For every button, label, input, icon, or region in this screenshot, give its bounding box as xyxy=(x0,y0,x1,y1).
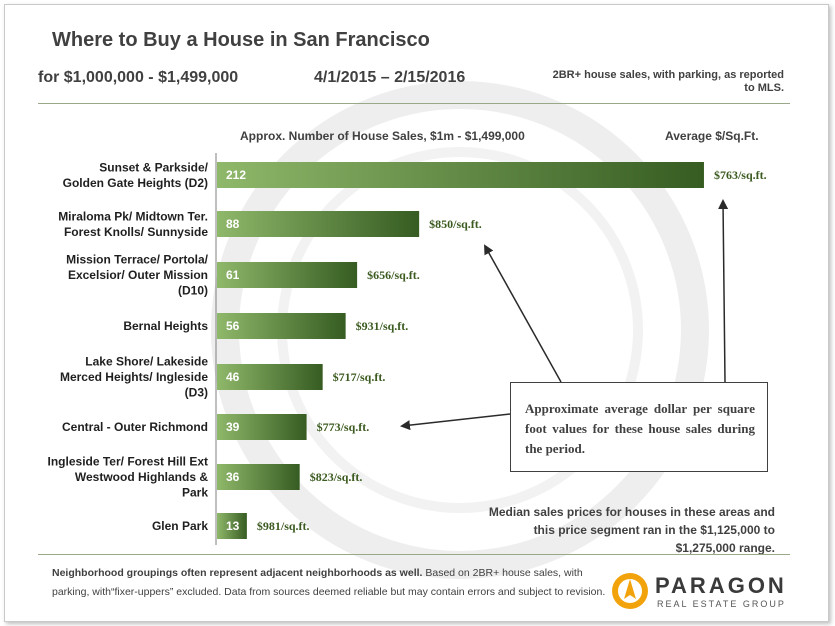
price-callout-box: Approximate average dollar per square fo… xyxy=(510,382,768,472)
category-label-3-0: Bernal Heights xyxy=(123,319,208,333)
price-per-sqft-label-7: $981/sq.ft. xyxy=(257,519,310,533)
bar-value-label-5: 39 xyxy=(226,420,240,434)
date-range: 4/1/2015 – 2/15/2016 xyxy=(314,69,466,86)
price-column-heading: Average $/Sq.Ft. xyxy=(665,129,759,143)
category-label-6-0: Ingleside Ter/ Forest Hill Ext xyxy=(48,455,208,469)
footnote: Neighborhood groupings often represent a… xyxy=(52,564,607,602)
category-label-0-1: Golden Gate Heights (D2) xyxy=(63,176,208,190)
median-price-note: Median sales prices for houses in these … xyxy=(488,505,775,555)
category-label-2-0: Mission Terrace/ Portola/ xyxy=(66,253,208,267)
price-per-sqft-label-5: $773/sq.ft. xyxy=(317,420,370,434)
category-label-0-0: Sunset & Parkside/ xyxy=(99,160,208,174)
category-label-4-1: Merced Heights/ Ingleside xyxy=(60,370,208,384)
bar-value-label-6: 36 xyxy=(226,470,240,484)
bar-value-label-3: 56 xyxy=(226,319,240,333)
price-range-subtitle: for $1,000,000 - $1,499,000 xyxy=(38,69,239,86)
price-per-sqft-label-6: $823/sq.ft. xyxy=(310,470,363,484)
price-per-sqft-label-2: $656/sq.ft. xyxy=(367,268,420,282)
bar-3 xyxy=(217,313,346,339)
page-title: Where to Buy a House in San Francisco xyxy=(52,29,430,51)
bar-2 xyxy=(217,262,358,288)
footnote-text: Based on 2BR+ house sales, with parking,… xyxy=(52,567,606,598)
price-per-sqft-label-4: $717/sq.ft. xyxy=(333,370,386,384)
bar-1 xyxy=(217,211,420,237)
bar-0 xyxy=(217,162,704,188)
bar-value-label-1: 88 xyxy=(226,217,240,231)
data-scope-note: 2BR+ house sales, with parking, as repor… xyxy=(552,69,784,94)
bar-6 xyxy=(217,464,300,490)
logo-wordmark: PARAGON xyxy=(655,573,787,598)
category-label-1-0: Miraloma Pk/ Midtown Ter. xyxy=(58,209,208,223)
price-per-sqft-label-1: $850/sq.ft. xyxy=(429,217,482,231)
bar-7 xyxy=(217,513,247,539)
category-label-5-0: Central - Outer Richmond xyxy=(62,420,208,434)
callout-arrow-middle xyxy=(484,244,562,383)
category-label-7-0: Glen Park xyxy=(152,519,208,533)
paragon-sun-logo-icon xyxy=(612,573,648,609)
sales-column-heading: Approx. Number of House Sales, $1m - $1,… xyxy=(240,129,525,143)
category-label-6-1: Westwood Highlands & xyxy=(75,470,208,484)
footnote-bold: Neighborhood groupings often represent a… xyxy=(52,567,423,579)
chart-frame: Where to Buy a House in San Francisco fo… xyxy=(4,4,829,622)
bar-value-label-7: 13 xyxy=(226,519,240,533)
logo-tagline: REAL ESTATE GROUP xyxy=(657,599,786,609)
price-per-sqft-label-0: $763/sq.ft. xyxy=(714,168,767,182)
category-label-1-1: Forest Knolls/ Sunnyside xyxy=(64,225,208,239)
bar-value-label-2: 61 xyxy=(226,268,240,282)
bar-value-label-0: 212 xyxy=(226,168,246,182)
category-label-2-2: (D10) xyxy=(178,284,208,298)
category-label-2-1: Excelsior/ Outer Mission xyxy=(68,268,208,282)
header-divider xyxy=(38,103,790,104)
category-label-4-0: Lake Shore/ Lakeside xyxy=(85,355,208,369)
callout-arrow-left xyxy=(400,413,511,431)
bar-chart: 212 $763/sq.ft. Sunset & Parkside/Golden G… xyxy=(48,153,767,545)
bar-value-label-4: 46 xyxy=(226,370,240,384)
footer-divider xyxy=(38,554,790,555)
bar-4 xyxy=(217,364,323,390)
category-label-4-2: (D3) xyxy=(185,386,208,400)
price-per-sqft-label-3: $931/sq.ft. xyxy=(356,319,409,333)
bar-5 xyxy=(217,414,307,440)
callout-arrow-top xyxy=(718,199,729,383)
category-label-6-2: Park xyxy=(182,486,208,500)
